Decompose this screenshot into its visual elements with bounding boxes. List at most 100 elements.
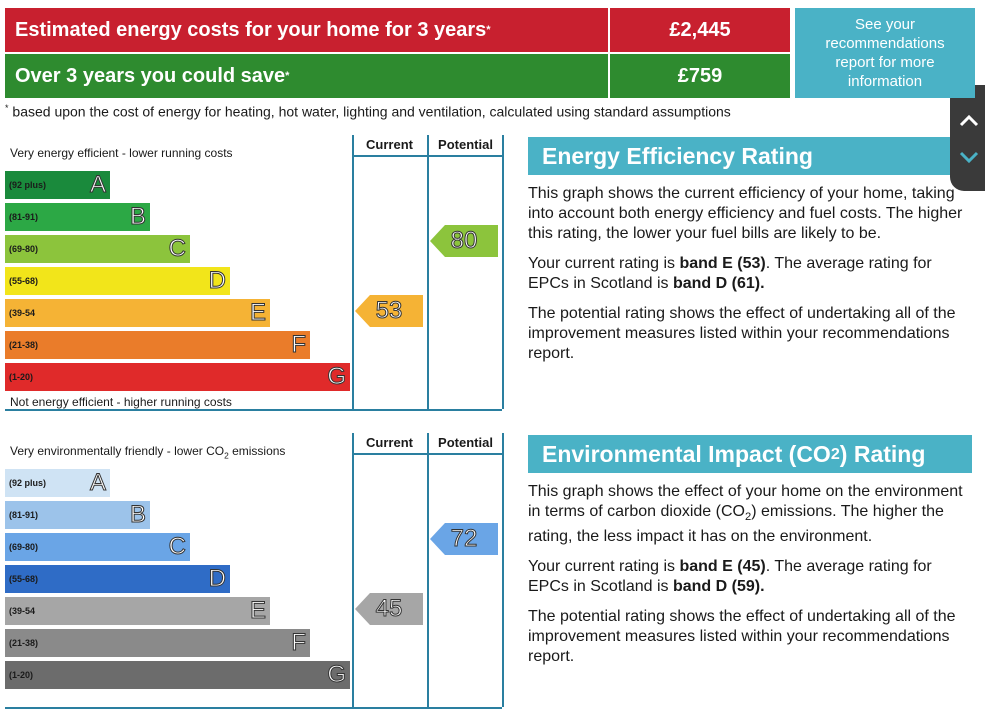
band-range: (39-54	[9, 308, 36, 318]
band-range: (69-80)	[9, 542, 39, 552]
column-box	[427, 433, 504, 707]
band: (69-80) C	[5, 235, 190, 263]
potential-rating: 80	[430, 225, 498, 257]
band-letter: G	[327, 363, 347, 391]
text-part: The potential rating shows the effect of…	[528, 608, 956, 666]
band-letter: A	[89, 171, 106, 199]
column-header: Current	[352, 435, 427, 455]
band-letter: E	[249, 597, 266, 625]
band-letter: D	[208, 267, 226, 295]
band: (21-38) F	[5, 331, 310, 359]
paragraph: Your current rating is band E (53). The …	[528, 254, 968, 294]
potential-rating: 72	[430, 523, 498, 555]
text-part: Very environmentally friendly - lower CO	[10, 444, 225, 458]
section-text: This graph shows the effect of your home…	[528, 482, 968, 677]
top-label: Very environmentally friendly - lower CO…	[10, 444, 285, 460]
asterisk: *	[486, 24, 491, 36]
recommendations-link[interactable]: See your recommendations report for more…	[795, 8, 975, 98]
text-part: band D (61).	[672, 275, 765, 292]
text-part: The potential rating shows the effect of…	[528, 305, 956, 362]
band-range: (69-80)	[9, 244, 39, 254]
current-rating: 45	[355, 593, 423, 625]
band: (69-80) C	[5, 533, 190, 561]
text-part: 2	[224, 450, 229, 461]
band-range: (21-38)	[9, 340, 39, 350]
band-range: (92 plus)	[9, 478, 47, 488]
section-text: This graph shows the current efficiency …	[528, 184, 968, 374]
band: (39-54 E	[5, 299, 270, 327]
text-part: ) emissions. The higher the rating, the …	[528, 503, 944, 546]
column-box	[427, 135, 504, 409]
band: (92 plus) A	[5, 171, 110, 199]
band-range: (1-20)	[9, 372, 34, 382]
text-part: band E (45)	[679, 558, 766, 576]
band: (55-68) D	[5, 267, 230, 295]
band-letter: C	[168, 235, 186, 263]
band: (81-91) B	[5, 203, 150, 231]
band: (55-68) D	[5, 565, 230, 593]
summary-text: Over 3 years you could save	[15, 64, 286, 87]
summary-value: £759	[610, 54, 790, 98]
scroll-up[interactable]	[959, 114, 979, 127]
current-rating: 53	[355, 295, 423, 327]
text-part: . The average rating for EPCs in Scotlan…	[528, 255, 932, 292]
summary-text: Estimated energy costs for your home for…	[15, 18, 487, 41]
scroll-control[interactable]	[950, 85, 985, 191]
band-letter: A	[89, 469, 106, 497]
band-letter: G	[327, 661, 347, 689]
text-part: Your current rating is	[528, 255, 680, 272]
text-part: Energy Efficiency Rating	[542, 142, 813, 169]
column-header: Current	[352, 137, 427, 157]
text-part: ) Rating	[839, 440, 926, 467]
text-part: This graph shows the effect of your home…	[528, 483, 963, 520]
column-header: Potential	[427, 137, 504, 157]
bottom-label: Not energy efficient - higher running co…	[10, 395, 232, 409]
band: (39-54 E	[5, 597, 270, 625]
scroll-down[interactable]	[959, 151, 979, 164]
text-part: band E (53)	[679, 255, 766, 272]
text-part: This graph shows the current efficiency …	[528, 185, 963, 242]
text-part: 2	[744, 511, 752, 524]
text-part: . The average rating for EPCs in Scotlan…	[528, 558, 932, 596]
footnote: * based upon the cost of energy for heat…	[5, 103, 905, 120]
paragraph: This graph shows the effect of your home…	[528, 482, 968, 547]
band-range: (55-68)	[9, 574, 39, 584]
column-header: Potential	[427, 435, 504, 455]
scroll-arrows[interactable]	[950, 85, 985, 191]
band-range: (39-54	[9, 606, 36, 616]
band-range: (1-20)	[9, 670, 34, 680]
footnote-text: based upon the cost of energy for heatin…	[12, 103, 731, 120]
band-letter: E	[249, 299, 266, 327]
text-part: band D (59).	[672, 578, 765, 596]
band: (92 plus) A	[5, 469, 110, 497]
paragraph: The potential rating shows the effect of…	[528, 607, 968, 667]
paragraph: This graph shows the current efficiency …	[528, 184, 968, 244]
band-range: (55-68)	[9, 276, 39, 286]
asterisk: *	[5, 103, 9, 113]
band-letter: D	[208, 565, 226, 593]
band-letter: C	[168, 533, 186, 561]
text-part: Environmental Impact (CO	[542, 440, 831, 467]
text-part: 2	[830, 444, 840, 463]
paragraph: Your current rating is band E (45). The …	[528, 557, 968, 597]
band: (81-91) B	[5, 501, 150, 529]
band-range: (81-91)	[9, 212, 39, 222]
band-letter: B	[129, 203, 146, 231]
baseline	[5, 409, 502, 411]
band: (1-20) G	[5, 661, 350, 689]
paragraph: The potential rating shows the effect of…	[528, 304, 968, 364]
band-range: (81-91)	[9, 510, 39, 520]
summary-label: Estimated energy costs for your home for…	[5, 8, 608, 52]
asterisk: *	[285, 70, 290, 82]
band-letter: F	[291, 629, 307, 657]
band-letter: B	[129, 501, 146, 529]
text-part: Very energy efficient - lower running co…	[10, 146, 233, 160]
summary-value: £2,445	[610, 8, 790, 52]
column-box	[352, 433, 427, 707]
section-heading: Energy Efficiency Rating	[528, 137, 950, 175]
band-range: (92 plus)	[9, 180, 47, 190]
column-box	[352, 135, 427, 409]
text-part: emissions	[228, 444, 286, 458]
text-part: Your current rating is	[528, 558, 680, 576]
